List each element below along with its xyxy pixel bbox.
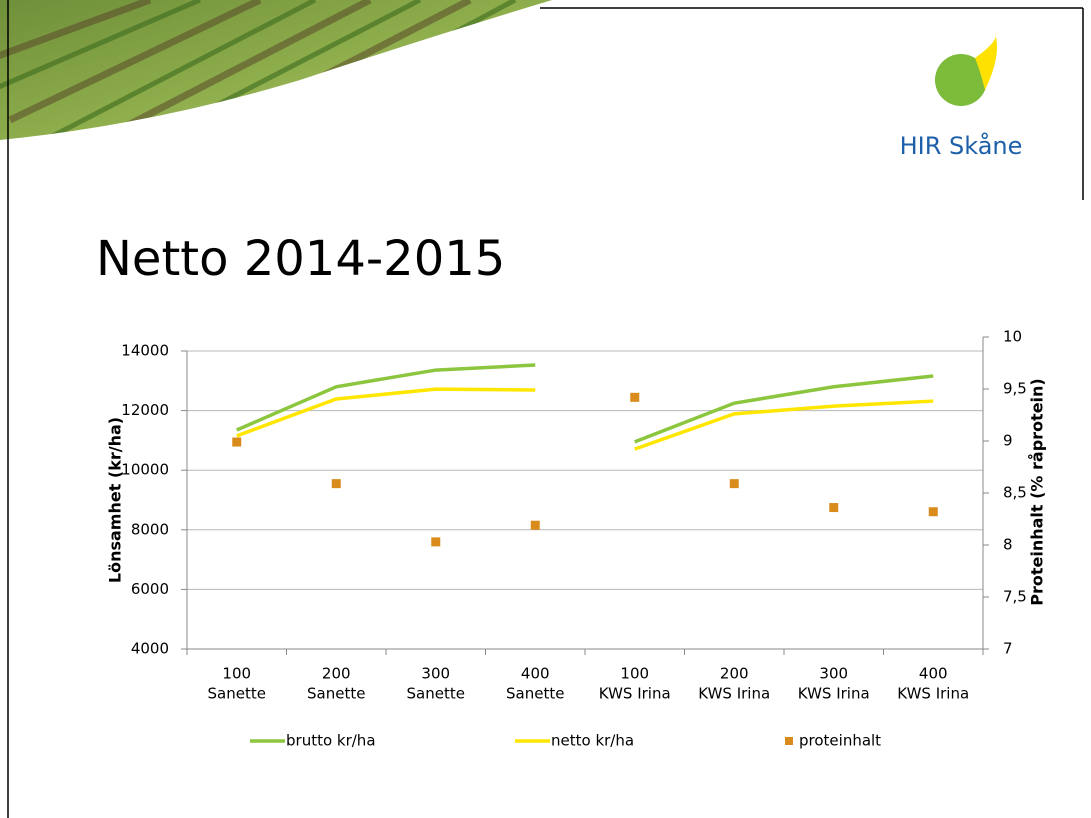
header-photo	[0, 0, 552, 140]
y2-tick-label: 8	[1003, 536, 1013, 554]
x-tick-label: 100	[222, 665, 251, 683]
legend-label: brutto kr/ha	[286, 732, 376, 750]
point	[630, 392, 640, 402]
y-tick-label: 12000	[121, 401, 169, 419]
x-tick-label: 100	[620, 665, 649, 683]
x-tick-label: 200	[720, 665, 749, 683]
line	[634, 399, 934, 451]
y-axis-title: Lönsamhet (kr/ha)	[106, 417, 125, 583]
slide-title: Netto 2014-2015	[96, 231, 505, 287]
x-tick-label: KWS Irina	[698, 685, 770, 703]
x-tick-label: 400	[919, 665, 948, 683]
point	[431, 537, 441, 547]
x-tick-label: Sanette	[307, 685, 365, 703]
point	[530, 520, 540, 530]
y2-tick-label: 9	[1003, 432, 1013, 450]
x-tick-label: 300	[421, 665, 450, 683]
x-tick-label: KWS Irina	[798, 685, 870, 703]
line	[236, 363, 536, 432]
y2-tick-label: 10	[1003, 328, 1022, 346]
legend-marker	[785, 737, 793, 745]
point	[829, 503, 839, 513]
y-tick-label: 6000	[131, 580, 169, 598]
line	[236, 387, 536, 438]
y2-tick-label: 8,5	[1003, 484, 1027, 502]
point	[928, 507, 938, 517]
logo: HIR Skåne	[900, 33, 1023, 160]
point	[729, 479, 739, 489]
point	[331, 479, 341, 489]
line	[634, 374, 934, 444]
point	[232, 437, 242, 447]
y-tick-label: 14000	[121, 342, 169, 360]
y2-tick-label: 7	[1003, 640, 1013, 658]
logo-text: HIR Skåne	[900, 131, 1023, 160]
y-tick-label: 10000	[121, 461, 169, 479]
y-tick-label: 4000	[131, 640, 169, 658]
chart: 4000 6000 8000 10000 12000 14000 7 7,5 8 8,5 9 9,5 1…	[121, 328, 1027, 750]
legend-label: proteinhalt	[799, 732, 881, 750]
legend-label: netto kr/ha	[551, 732, 634, 750]
x-tick-label: KWS Irina	[599, 685, 671, 703]
x-tick-label: 200	[322, 665, 351, 683]
x-tick-label: 300	[819, 665, 848, 683]
y2-axis-title: Proteinhalt (% råprotein)	[1028, 378, 1047, 606]
y2-tick-label: 9,5	[1003, 380, 1027, 398]
x-tick-label: KWS Irina	[897, 685, 969, 703]
x-tick-label: Sanette	[208, 685, 266, 703]
y2-tick-label: 7,5	[1003, 588, 1027, 606]
x-tick-label: Sanette	[506, 685, 564, 703]
x-tick-label: Sanette	[407, 685, 465, 703]
x-tick-label: 400	[521, 665, 550, 683]
y-tick-label: 8000	[131, 520, 169, 538]
